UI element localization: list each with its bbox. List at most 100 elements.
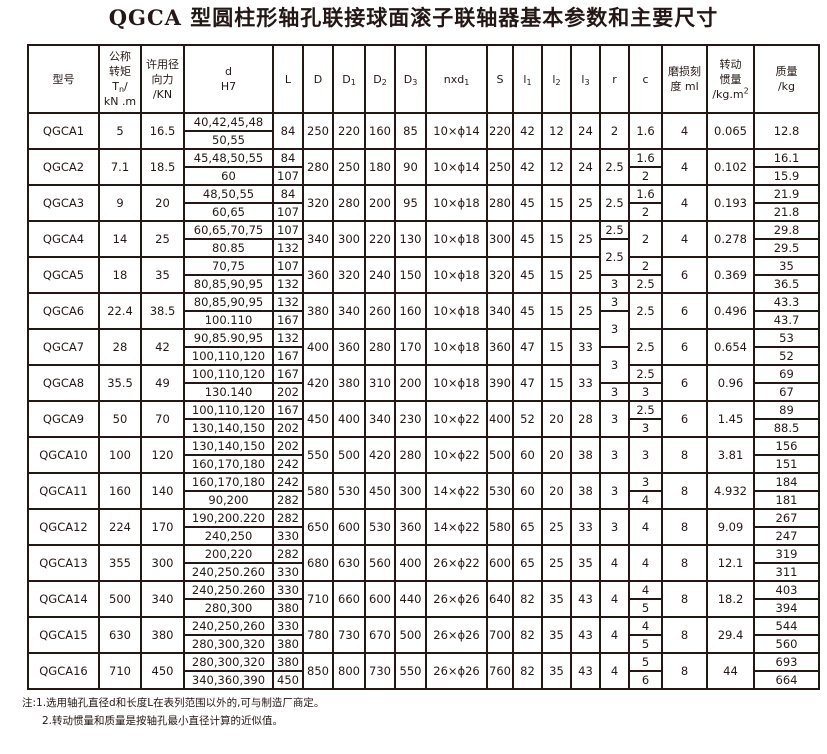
cell-mass: 156 — [753, 436, 820, 456]
cell-D1: 500 — [332, 436, 366, 474]
cell-D1: 340 — [332, 292, 366, 330]
cell-mass: 36.5 — [753, 274, 820, 294]
cell-wear: 6 — [661, 292, 708, 330]
cell-nxd1: 10×ϕ18 — [425, 328, 488, 366]
cell-wear: 6 — [661, 400, 708, 438]
cell-wear: 8 — [661, 580, 708, 618]
header-text: 3 — [412, 77, 418, 87]
cell-model: QGCA11 — [27, 472, 100, 510]
cell-D3: 170 — [394, 328, 427, 366]
cell-tn: 160 — [98, 472, 142, 510]
header-text: l — [552, 72, 556, 86]
cell-force: 300 — [140, 544, 185, 582]
cell-model: QGCA7 — [27, 328, 100, 366]
cell-nxd1: 26×ϕ26 — [425, 580, 488, 618]
header-text: T — [112, 80, 119, 93]
cell-D3: 550 — [394, 652, 427, 690]
cell-force: 18.5 — [140, 148, 185, 186]
cell-tn: 100 — [98, 436, 142, 474]
cell-model: QGCA5 — [27, 256, 100, 294]
cell-model: QGCA1 — [27, 112, 100, 150]
cell-inertia: 1.45 — [706, 400, 755, 438]
cell-D3: 400 — [394, 544, 427, 582]
cell-L: 107 — [272, 202, 304, 222]
cell-l2: 15 — [541, 184, 572, 222]
header-text: n — [118, 85, 125, 94]
cell-mass: 89 — [753, 400, 820, 420]
cell-tn: 22.4 — [98, 292, 142, 330]
header-l1: l1 — [512, 44, 543, 114]
cell-d: 80,85,90,95 — [183, 274, 274, 294]
cell-D2: 260 — [364, 292, 396, 330]
cell-mass: 43.7 — [753, 310, 820, 330]
cell-D2: 160 — [364, 112, 396, 150]
header-text: 度 ml — [670, 80, 699, 93]
cell-D1: 800 — [332, 652, 366, 690]
cell-tn: 28 — [98, 328, 142, 366]
cell-d: 240,250,260 — [183, 616, 274, 636]
cell-l3: 24 — [570, 148, 601, 186]
cell-tn: 9 — [98, 184, 142, 222]
table-subrow: 240,250.260 330 311 — [28, 562, 820, 582]
cell-D3: 360 — [394, 508, 427, 546]
cell-c: 2.5 — [628, 328, 663, 366]
cell-model: QGCA10 — [27, 436, 100, 474]
cell-c: 4 — [628, 508, 663, 546]
cell-D1: 530 — [332, 472, 366, 510]
cell-inertia: 0.065 — [706, 112, 755, 150]
header-text: /kg.m — [712, 87, 744, 101]
cell-nxd1: 10×ϕ22 — [425, 436, 488, 474]
header-tn: 公称 转矩 Tn/ kN .m — [98, 44, 142, 114]
cell-inertia: 0.193 — [706, 184, 755, 222]
cell-c: 2.5 — [628, 400, 663, 420]
header-force: 许用径 向力/KN — [140, 44, 185, 114]
table-row: QGCA12 224 170 190,200.220 282 650 600 530 360 14… — [27, 508, 820, 546]
cell-D: 580 — [302, 472, 334, 510]
cell-inertia: 0.96 — [706, 364, 755, 402]
cell-l2: 15 — [541, 256, 572, 294]
cell-l1: 65 — [512, 544, 543, 582]
cell-l1: 82 — [512, 580, 543, 618]
cell-S: 600 — [486, 544, 514, 582]
cell-mass: 247 — [753, 526, 820, 546]
cell-l3: 25 — [570, 256, 601, 294]
cell-S: 760 — [486, 652, 514, 690]
cell-L: 84 — [272, 112, 304, 150]
cell-force: 340 — [140, 580, 185, 618]
header-text: 1 — [464, 77, 470, 87]
cell-d: 280,300 — [183, 598, 274, 618]
table-row: QGCA8 35.5 49 100,110,120 167 420 380 310 200 10×… — [27, 364, 820, 402]
cell-d: 70,75 — [183, 256, 274, 276]
cell-c: 4 — [628, 544, 663, 582]
cell-nxd1: 26×ϕ26 — [425, 652, 488, 690]
cell-inertia: 4.932 — [706, 472, 755, 510]
header-text: /KN — [152, 87, 173, 101]
header-D: D — [302, 44, 334, 114]
cell-d: 80,85,90,95 — [183, 292, 274, 312]
cell-l3: 33 — [570, 328, 601, 366]
table-subrow: 100,110,120 167 3 52 — [28, 346, 820, 384]
header-text: D — [373, 72, 382, 86]
cell-l1: 42 — [512, 112, 543, 150]
cell-r: 3 — [599, 292, 630, 312]
cell-tn: 7.1 — [98, 148, 142, 186]
cell-r: 2.5 — [599, 184, 630, 222]
cell-S: 400 — [486, 400, 514, 438]
cell-D: 280 — [302, 148, 334, 186]
cell-force: 49 — [140, 364, 185, 402]
cell-l2: 15 — [541, 328, 572, 366]
cell-D2: 530 — [364, 508, 396, 546]
cell-force: 16.5 — [140, 112, 185, 150]
cell-l3: 38 — [570, 436, 601, 474]
cell-D3: 160 — [394, 292, 427, 330]
cell-inertia: 0.102 — [706, 148, 755, 186]
cell-d: 240,250.260 — [183, 562, 274, 582]
table-row: QGCA4 14 25 60,65,70,75 107 340 300 220 130 10×ϕ1… — [27, 220, 820, 258]
cell-force: 120 — [140, 436, 185, 474]
header-text: 质量 — [775, 65, 798, 78]
cell-d: 200,220 — [183, 544, 274, 564]
cell-c: 6 — [628, 670, 663, 690]
cell-mass: 16.1 — [753, 148, 820, 168]
cell-l2: 15 — [541, 364, 572, 402]
